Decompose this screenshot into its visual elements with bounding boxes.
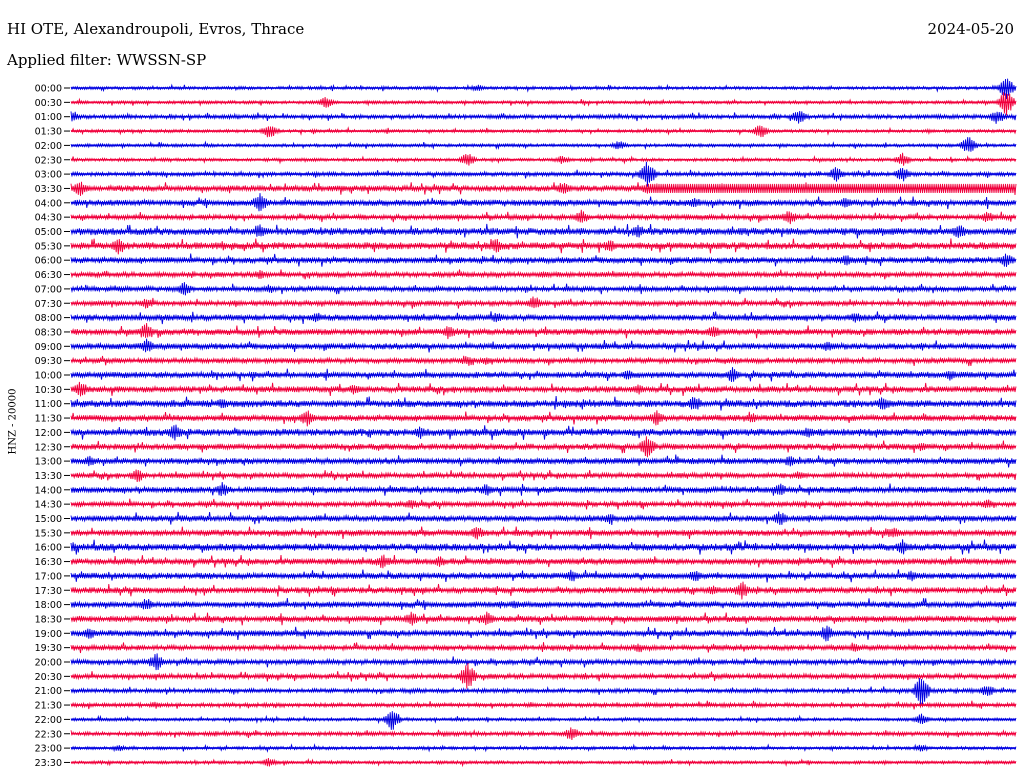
trace-0030 [70,92,1017,116]
trace-0200 [70,137,1017,152]
row-label: 19:30 [35,643,62,654]
row-label: 10:30 [35,385,62,396]
trace-1230 [70,436,1017,458]
row-label: 04:00 [35,198,62,209]
row-label: 05:30 [35,241,62,252]
row-label: 06:30 [35,270,62,281]
row-label: 07:00 [35,284,62,295]
trace-1200 [70,424,1017,441]
row-label: 13:30 [35,471,62,482]
row-label: 17:00 [35,571,62,582]
row-label: 09:00 [35,342,62,353]
row-label: 03:30 [35,184,62,195]
trace-2100 [70,677,1017,705]
row-label: 21:30 [35,701,62,712]
row-label: 12:30 [35,442,62,453]
row-label: 15:00 [35,514,62,525]
trace-1430 [70,498,1017,510]
trace-1730 [70,581,1017,600]
row-label: 20:00 [35,658,62,669]
row-label: 10:00 [35,371,62,382]
row-label: 15:30 [35,528,62,539]
row-label: 07:30 [35,299,62,310]
trace-1500 [70,511,1017,526]
trace-0300 [70,161,1017,187]
traces [70,78,1017,768]
row-label: 18:30 [35,614,62,625]
trace-1830 [70,611,1017,626]
row-label: 11:30 [35,414,62,425]
trace-2200 [70,711,1017,730]
row-label: 19:00 [35,629,62,640]
trace-1300 [70,454,1017,468]
trace-0730 [70,296,1017,309]
trace-2330 [70,757,1017,768]
row-label: 21:00 [35,686,62,697]
row-label: 22:30 [35,729,62,740]
row-label: 20:30 [35,672,62,683]
trace-2030 [70,662,1017,689]
trace-0600 [70,253,1017,267]
row-label: 14:30 [35,500,62,511]
row-label: 02:00 [35,141,62,152]
filter-label: Applied filter: WWSSN-SP [7,51,207,69]
trace-1630 [70,554,1017,569]
row-label: 05:00 [35,227,62,238]
trace-0500 [70,223,1017,239]
trace-1000 [70,367,1017,382]
row-label: 17:30 [35,586,62,597]
row-label: 23:30 [35,758,62,769]
trace-1700 [70,569,1017,583]
trace-0700 [70,282,1017,296]
trace-2000 [70,653,1017,671]
trace-1330 [70,469,1017,482]
row-label: 09:30 [35,356,62,367]
row-label: 11:00 [35,399,62,410]
trace-0930 [70,355,1017,367]
station-title: HI OTE, Alexandroupoli, Evros, Thrace [7,20,305,38]
trace-0900 [70,338,1017,353]
row-label: 03:00 [35,170,62,181]
row-label: 16:00 [35,543,62,554]
record-date: 2024-05-20 [927,20,1014,38]
trace-0830 [70,322,1017,340]
trace-1530 [70,526,1017,540]
row-label: 22:00 [35,715,62,726]
trace-1600 [70,539,1017,555]
row-label: 18:00 [35,600,62,611]
trace-0630 [70,269,1017,280]
row-label: 13:00 [35,457,62,468]
row-label: 08:30 [35,327,62,338]
row-label: 08:00 [35,313,62,324]
row-label: 04:30 [35,213,62,224]
trace-0800 [70,311,1017,325]
trace-1800 [70,598,1017,610]
row-label: 00:00 [35,84,62,95]
trace-1930 [70,642,1017,654]
trace-1030 [70,381,1017,397]
row-label: 14:00 [35,485,62,496]
row-label: 16:30 [35,557,62,568]
trace-1900 [70,625,1017,642]
trace-0400 [70,193,1017,212]
row-label: 01:30 [35,127,62,138]
row-label: 12:00 [35,428,62,439]
trace-0330 [70,181,1017,196]
row-label: 00:30 [35,98,62,109]
trace-1130 [70,410,1017,427]
trace-0000 [70,78,1017,100]
trace-0430 [70,209,1017,225]
trace-1400 [70,482,1017,497]
trace-0100 [70,111,1017,124]
row-label: 01:00 [35,112,62,123]
row-label: 02:30 [35,155,62,166]
trace-1100 [70,395,1017,411]
row-label: 06:00 [35,256,62,267]
trace-0530 [70,238,1017,255]
row-labels: 00:00 00:30 01:00 01:30 02:00 02:30 03:00 03:30… [35,84,70,769]
row-label: 23:00 [35,744,62,755]
